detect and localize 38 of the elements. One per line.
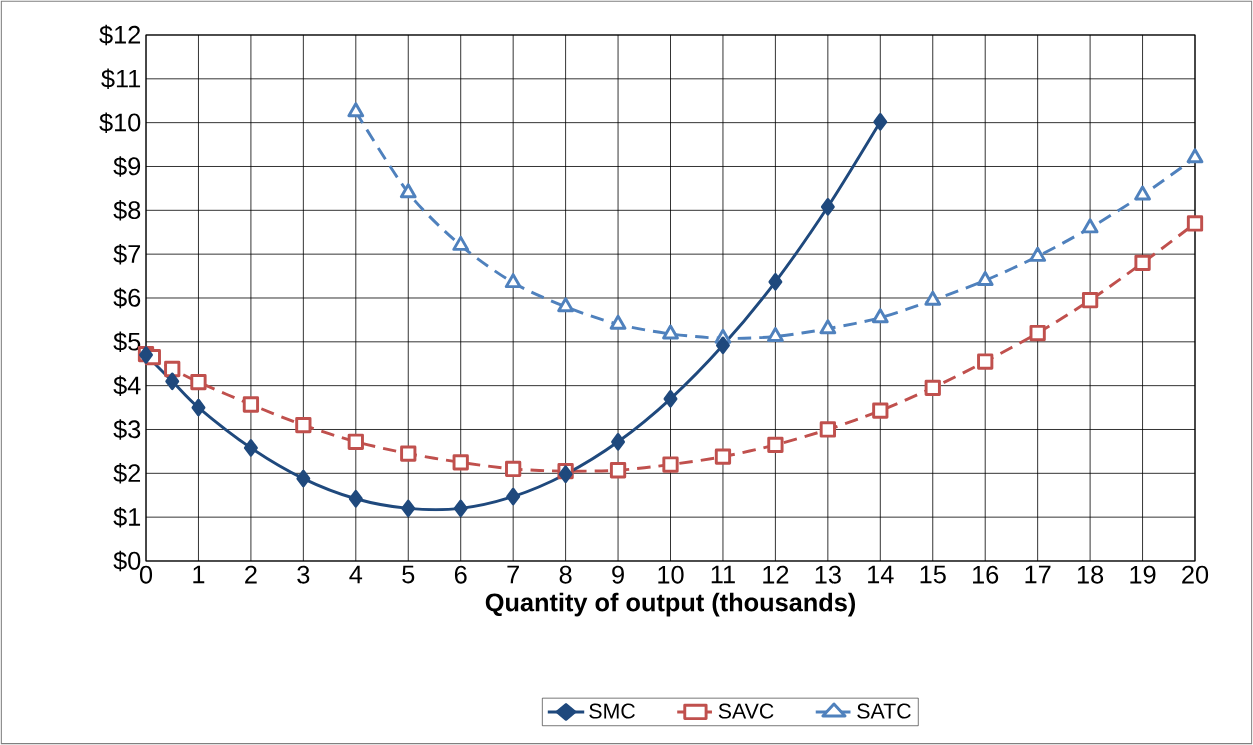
y-tick-label: $6 [113,287,141,309]
x-tick-label: 17 [1025,565,1051,584]
x-tick-label: 19 [1130,565,1156,584]
y-tick-label: $7 [113,243,141,265]
x-tick-label: 20 [1182,565,1209,584]
x-tick-label: 4 [349,565,363,584]
x-tick-label: 3 [297,565,310,584]
x-tick-label: 18 [1077,565,1104,584]
x-tick-label: 8 [559,565,572,584]
y-tick-label: $12 [99,24,141,46]
x-tick-label: 11 [711,565,735,584]
y-tick-label: $8 [113,200,141,221]
x-tick-label: 5 [402,565,415,584]
x-tick-label: 14 [868,565,894,584]
y-tick-label: $5 [113,331,141,353]
y-tick-label: $2 [113,463,141,484]
x-tick-label: 7 [507,565,519,584]
y-tick-label: $4 [113,375,141,396]
legend-label: SMC [589,703,635,719]
x-tick-label: 12 [763,565,789,584]
x-tick-label: 2 [245,565,257,584]
x-axis-title: Quantity of output (thousands) [485,592,856,617]
x-tick-label: 15 [920,565,946,584]
x-tick-label: 10 [658,565,684,584]
y-tick-label: $10 [99,112,141,133]
x-tick-label: 1 [193,565,205,584]
y-tick-label: $0 [113,550,141,572]
x-tick-label: 9 [612,565,624,584]
y-tick-label: $1 [113,506,141,528]
x-tick-label: 6 [454,565,467,584]
y-tick-label: $3 [113,419,141,440]
x-tick-label: 0 [139,565,153,584]
x-tick-label: 16 [973,565,999,584]
legend-label: SATC [857,703,911,719]
y-tick-label: $9 [113,156,141,177]
x-tick-label: 13 [815,565,841,584]
legend-label: SAVC [718,703,774,719]
y-tick-label: $11 [101,68,141,90]
